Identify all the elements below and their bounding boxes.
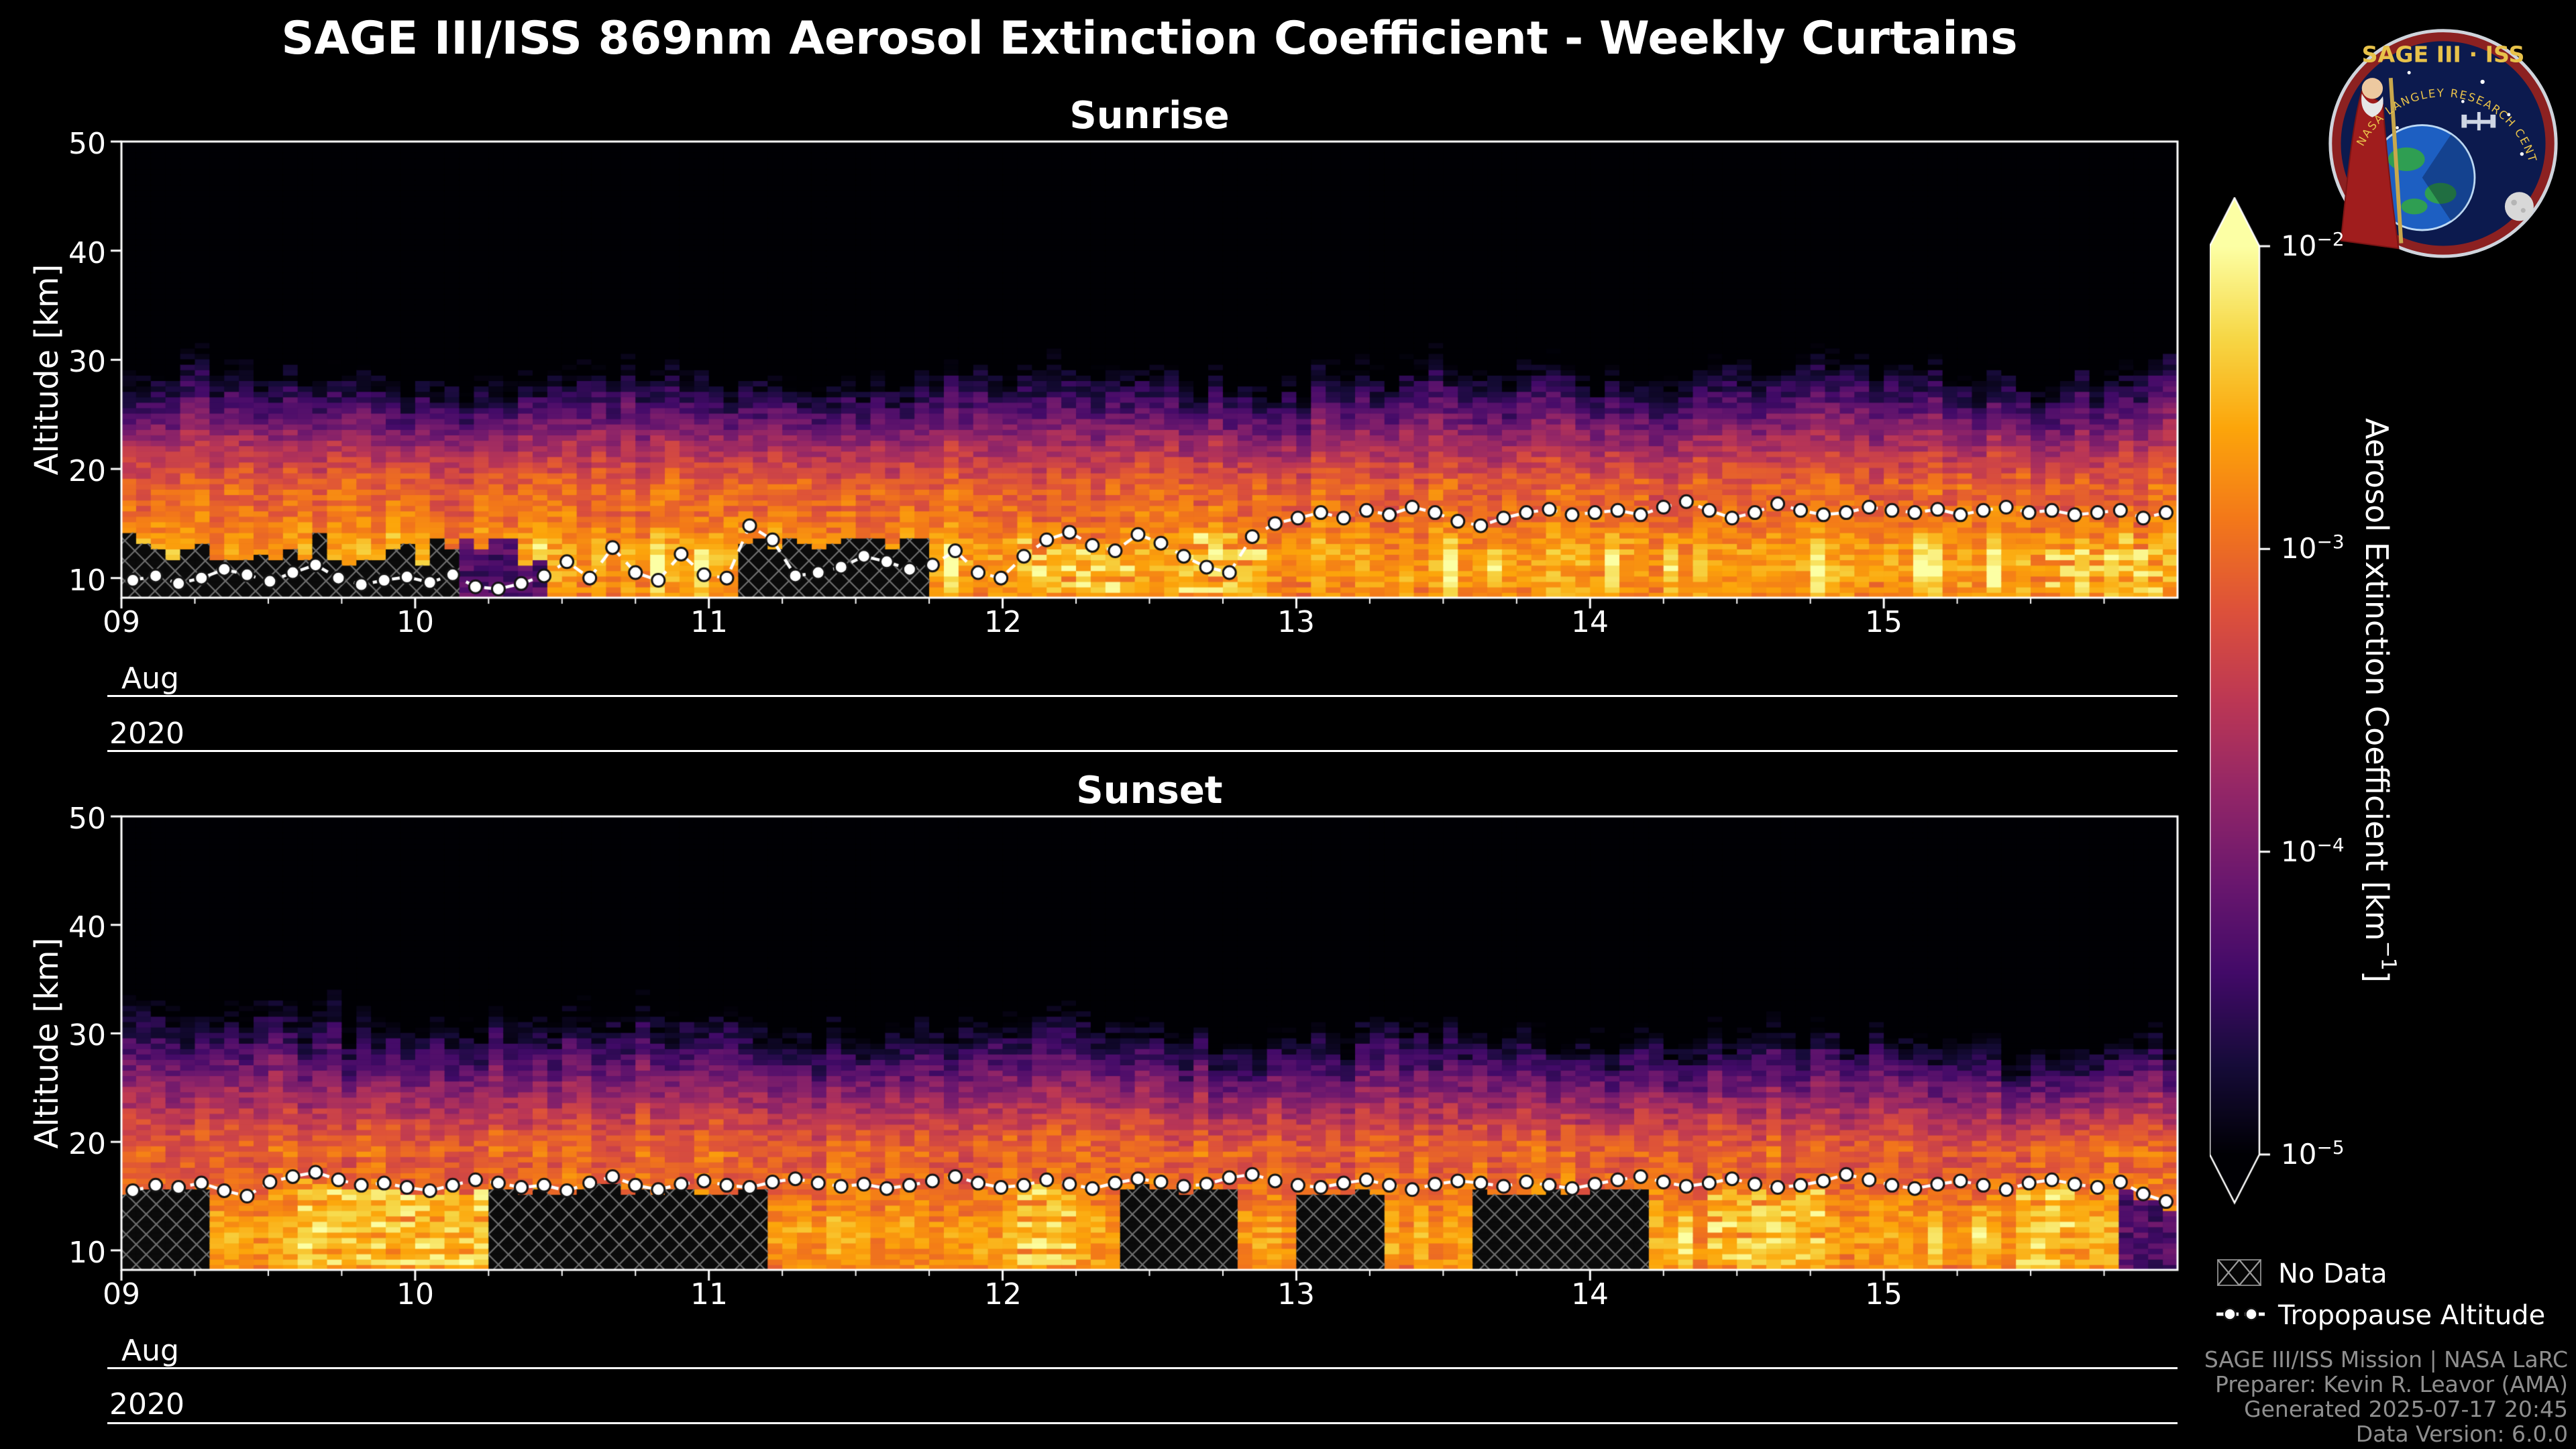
month-label-sunrise: Aug — [121, 661, 179, 696]
x-tick-label: 10 — [396, 605, 434, 639]
legend-tropopause-label: Tropopause Altitude — [2278, 1300, 2546, 1331]
x-tick-label: 15 — [1865, 1277, 1902, 1311]
no-data-swatch-icon — [2217, 1259, 2261, 1286]
x-tick-label: 10 — [396, 1277, 434, 1311]
axis-divider — [107, 1367, 2178, 1369]
y-tick-label: 10 — [68, 564, 106, 598]
y-tick-label: 50 — [68, 127, 106, 161]
logo-wizard — [2340, 77, 2404, 250]
x-tick-label: 13 — [1277, 1277, 1315, 1311]
colorbar-tick-label: 10−3 — [2281, 531, 2345, 565]
heatmap-canvas-sunset — [74, 810, 2251, 1317]
x-tick-label: 15 — [1865, 605, 1902, 639]
colorbar-tick-label: 10−2 — [2281, 228, 2345, 262]
logo-title: SAGE III · ISS — [2362, 42, 2525, 68]
legend-no-data-label: No Data — [2278, 1258, 2387, 1289]
footer-line-mission: SAGE III/ISS Mission | NASA LaRC — [2204, 1346, 2568, 1373]
y-tick-label: 30 — [68, 345, 106, 379]
footer-line-preparer: Preparer: Kevin R. Leavor (AMA) — [2215, 1371, 2568, 1397]
colorbar-tick-label: 10−4 — [2281, 834, 2345, 868]
axis-divider — [107, 750, 2178, 752]
footer-line-version: Data Version: 6.0.0 — [2355, 1421, 2568, 1447]
x-tick-label: 09 — [103, 605, 140, 639]
logo-iss-icon — [2461, 111, 2496, 131]
panel-title-sunrise: Sunrise — [1069, 94, 1230, 138]
year-label-sunrise: 2020 — [109, 716, 184, 751]
y-tick-label: 40 — [68, 910, 106, 945]
footer-line-generated: Generated 2025-07-17 20:45 — [2244, 1396, 2568, 1422]
x-tick-label: 12 — [984, 605, 1022, 639]
y-tick-label: 40 — [68, 236, 106, 270]
y-tick-label: 10 — [68, 1236, 106, 1270]
colorbar-axis-label: Aerosol Extinction Coefficient [km−1] — [2359, 418, 2400, 983]
heatmap-canvas-sunrise — [74, 135, 2251, 645]
y-tick-label: 20 — [68, 1127, 106, 1161]
axis-divider — [107, 695, 2178, 697]
axis-divider — [107, 1422, 2178, 1424]
colorbar — [2210, 197, 2271, 1205]
page-title: SAGE III/ISS 869nm Aerosol Extinction Co… — [281, 12, 2018, 65]
y-tick-label: 20 — [68, 454, 106, 488]
logo-moon — [2504, 192, 2534, 221]
y-tick-label: 30 — [68, 1018, 106, 1053]
y-tick-label: 50 — [68, 802, 106, 836]
x-tick-label: 14 — [1571, 605, 1609, 639]
month-label-sunset: Aug — [121, 1334, 179, 1368]
footer-credits: SAGE III/ISS Mission | NASA LaRC Prepare… — [1964, 1347, 2568, 1446]
x-tick-label: 11 — [690, 1277, 728, 1311]
x-tick-label: 13 — [1277, 605, 1315, 639]
x-tick-label: 14 — [1571, 1277, 1609, 1311]
panel-title-sunset: Sunset — [1076, 769, 1223, 812]
x-tick-label: 09 — [103, 1277, 140, 1311]
tropopause-line-icon — [2216, 1307, 2265, 1321]
year-label-sunset: 2020 — [109, 1387, 184, 1421]
mission-logo: SAGE III · ISS NASA LANGLEY RESEARCH CEN… — [2325, 9, 2558, 258]
x-tick-label: 12 — [984, 1277, 1022, 1311]
x-tick-label: 11 — [690, 605, 728, 639]
colorbar-tick-label: 10−5 — [2281, 1136, 2345, 1171]
